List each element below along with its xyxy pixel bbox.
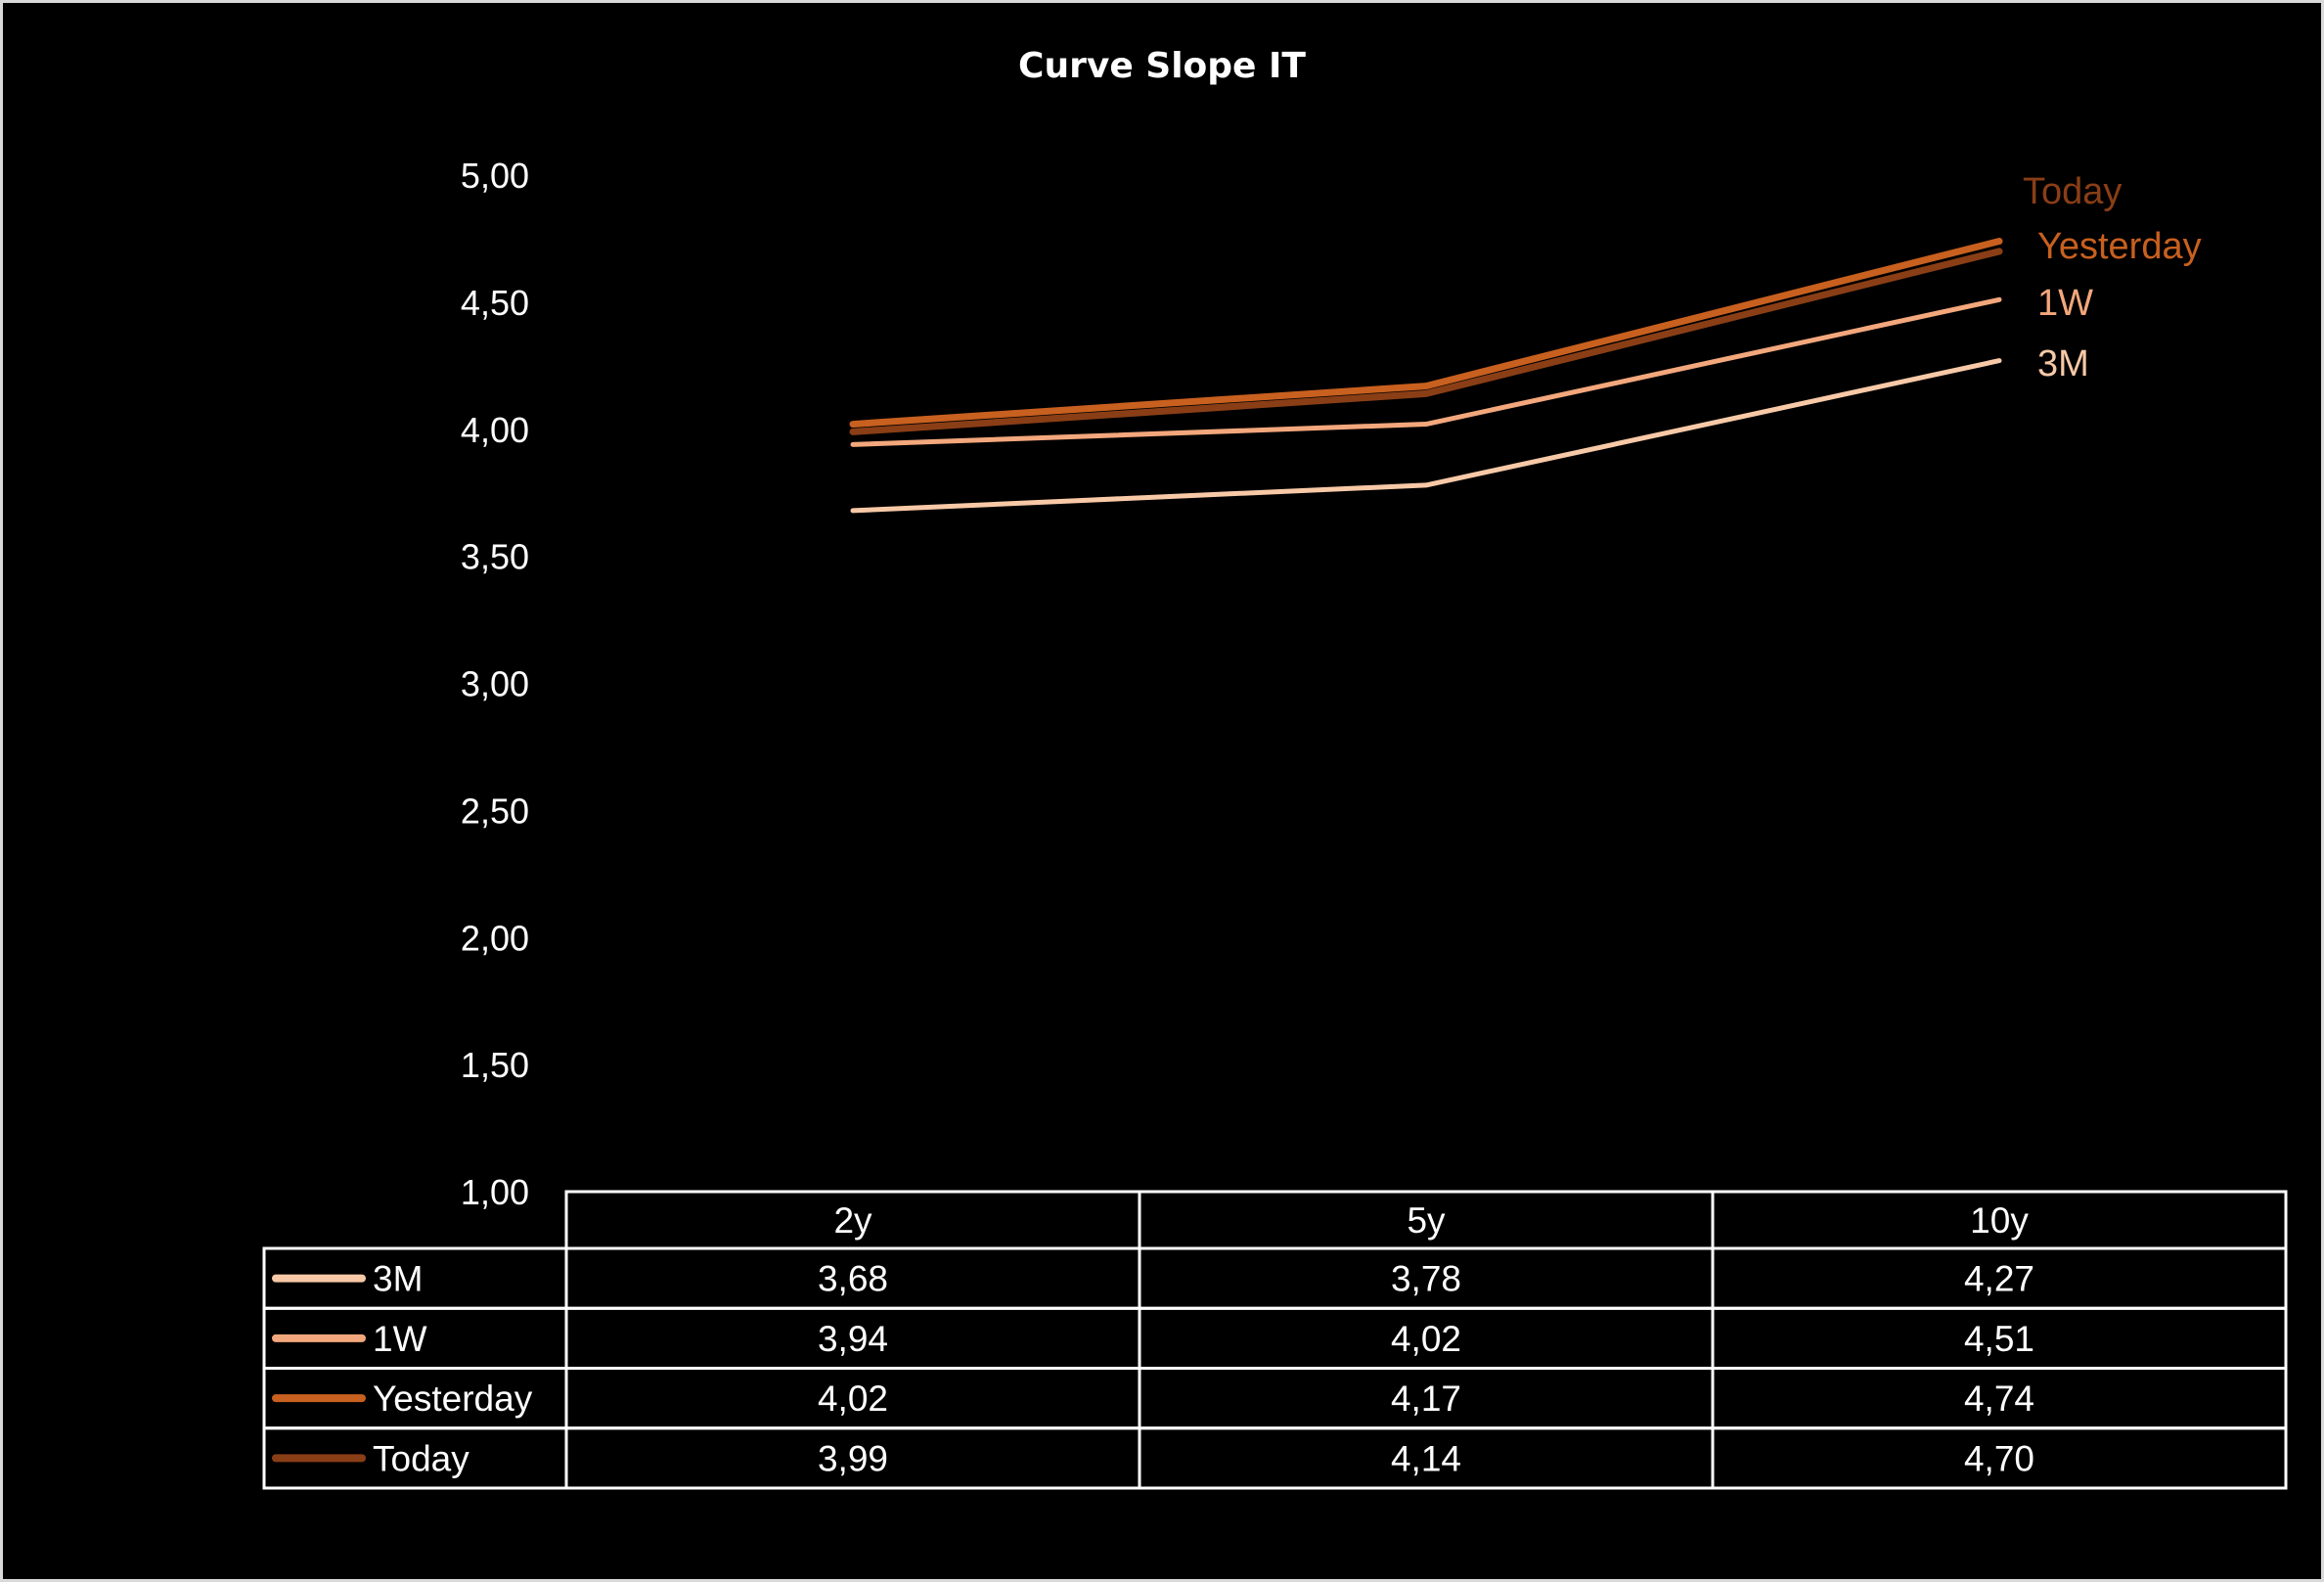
table-value: 4,02: [818, 1379, 888, 1419]
x-category-label: 5y: [1407, 1200, 1446, 1241]
y-tick-label: 1,50: [461, 1045, 529, 1085]
table-value: 3,94: [818, 1319, 888, 1359]
legend-label: 3M: [373, 1259, 423, 1299]
series-end-label-today: Today: [2023, 171, 2122, 212]
y-tick-label: 5,00: [461, 156, 529, 196]
series-line-yesterday: [849, 238, 2003, 429]
series-end-label-3m: 3M: [2037, 343, 2089, 384]
y-tick-label: 3,50: [461, 537, 529, 577]
series-end-label-yesterday: Yesterday: [2037, 226, 2202, 267]
y-tick-label: 2,50: [461, 791, 529, 831]
table-value: 4,51: [1964, 1319, 2034, 1359]
table-value: 4,74: [1964, 1379, 2034, 1419]
table-value: 3,78: [1391, 1259, 1461, 1299]
table-value: 4,70: [1964, 1438, 2034, 1478]
series-lines: [849, 238, 2003, 514]
y-tick-label: 1,00: [461, 1172, 529, 1212]
x-category-label: 2y: [833, 1200, 872, 1241]
table-value: 4,02: [1391, 1319, 1461, 1359]
y-axis-ticks: 1,00 1,50 2,00 2,50 3,00 3,50 4,00 4,50 5,00: [461, 156, 529, 1212]
table-value: 3,68: [818, 1259, 888, 1299]
table-value: 4,17: [1391, 1379, 1461, 1419]
x-category-label: 10y: [1970, 1200, 2029, 1241]
chart-title: Curve Slope IT: [1018, 46, 1306, 86]
y-tick-label: 4,00: [461, 410, 529, 450]
series-line-1w: [850, 296, 2002, 447]
series-end-labels: 3M 1W Yesterday Today: [2023, 171, 2202, 384]
series-end-label-1w: 1W: [2037, 283, 2093, 324]
table-value: 4,27: [1964, 1259, 2034, 1299]
data-table: 2y 5y 10y 3M 3,68 3,78 4,27 1W 3,94 4,02 4,51 Yeste…: [262, 1190, 2288, 1490]
legend-label: Today: [373, 1438, 469, 1478]
legend-label: 1W: [373, 1319, 427, 1359]
series-line-3m: [850, 358, 2002, 514]
legend-label: Yesterday: [373, 1379, 533, 1419]
series-line-today: [849, 248, 2003, 435]
table-value: 4,14: [1391, 1438, 1461, 1478]
y-tick-label: 4,50: [461, 283, 529, 323]
y-tick-label: 3,00: [461, 664, 529, 704]
y-tick-label: 2,00: [461, 918, 529, 958]
table-value: 3,99: [818, 1438, 888, 1478]
table-cell: [1711, 1426, 2288, 1490]
